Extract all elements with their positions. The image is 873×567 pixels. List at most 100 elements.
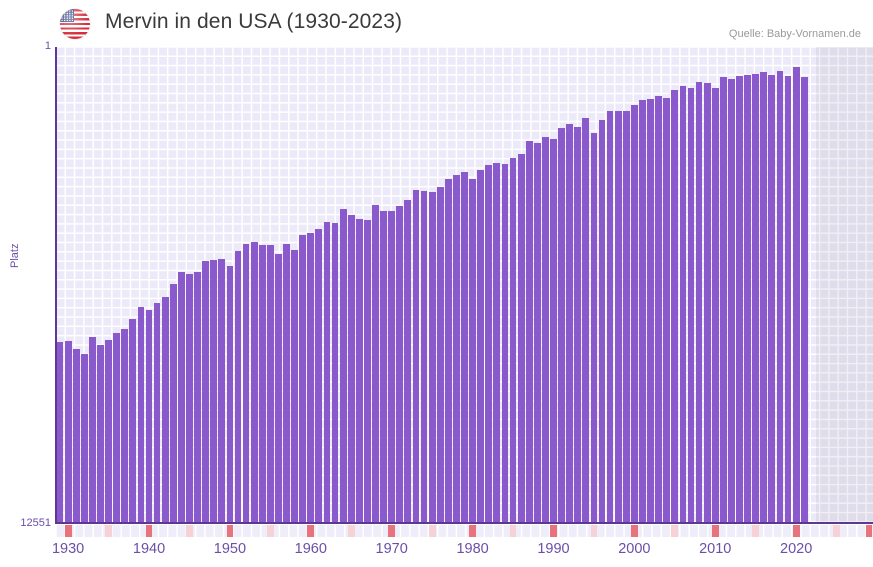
- bar: [129, 318, 137, 523]
- bar: [760, 72, 768, 523]
- x-axis-tick-label: 1990: [537, 541, 570, 557]
- bar: [194, 271, 201, 523]
- x-axis-tick-mark: [226, 525, 234, 537]
- bar: [153, 303, 161, 523]
- bar: [404, 199, 412, 523]
- bar: [800, 76, 808, 523]
- bar: [444, 179, 452, 523]
- bar: [258, 244, 266, 523]
- bar: [477, 169, 485, 523]
- bar: [56, 342, 64, 523]
- bar: [703, 83, 711, 523]
- x-axis-tick-mark: [307, 525, 315, 537]
- bar: [622, 111, 630, 523]
- page-title: Mervin in den USA (1930-2023): [105, 10, 403, 33]
- bar: [461, 171, 468, 523]
- x-axis-tick-mark: [266, 525, 274, 537]
- bar: [331, 223, 339, 523]
- bar: [145, 310, 153, 523]
- bar: [218, 259, 226, 523]
- x-axis-tick-mark: [388, 525, 396, 537]
- bar: [428, 192, 436, 523]
- bar: [202, 260, 210, 523]
- bar: [388, 211, 396, 523]
- bar: [606, 111, 614, 523]
- y-axis-tick-bottom: 12551: [20, 517, 51, 529]
- bar: [169, 284, 177, 523]
- bar: [711, 87, 719, 523]
- x-axis-tick-mark: [145, 525, 153, 537]
- bar: [339, 208, 347, 523]
- bar: [525, 141, 533, 523]
- bar: [614, 110, 622, 523]
- chart-plot-area: [56, 47, 873, 523]
- bar: [420, 190, 428, 523]
- bar: [736, 76, 743, 523]
- bar: [501, 164, 509, 523]
- bar: [485, 165, 493, 523]
- bar: [412, 190, 420, 523]
- bar: [299, 234, 307, 523]
- bar: [784, 75, 792, 523]
- bar: [647, 98, 654, 523]
- bar: [728, 79, 735, 523]
- bar: [323, 221, 331, 523]
- bar: [752, 74, 760, 523]
- x-axis-tick-label: 1970: [375, 541, 408, 557]
- x-axis-tick-label: 1930: [51, 541, 85, 557]
- bar: [347, 215, 355, 523]
- x-axis-tick-mark: [630, 525, 638, 537]
- bar: [396, 206, 404, 523]
- bar: [719, 77, 727, 523]
- bar: [64, 340, 72, 523]
- us-flag-icon: [60, 9, 90, 39]
- bar: [210, 260, 218, 523]
- bar: [250, 242, 258, 523]
- x-axis-tick-label: 1960: [294, 541, 327, 557]
- x-axis-tick-label: 2010: [699, 541, 732, 557]
- bar: [307, 232, 315, 523]
- bar: [72, 348, 80, 523]
- bar: [541, 136, 549, 523]
- flag-canton: [60, 9, 74, 22]
- bar: [113, 333, 121, 523]
- bar: [566, 124, 574, 523]
- chart-header: Mervin in den USA (1930-2023) Quelle: Ba…: [0, 0, 873, 47]
- y-axis-title: Platz: [9, 243, 21, 268]
- x-axis-tick-label: 2020: [780, 541, 813, 557]
- bar: [558, 128, 565, 523]
- bar: [291, 249, 298, 523]
- bar: [89, 337, 96, 523]
- bar: [509, 157, 517, 523]
- x-axis-tick-mark: [64, 525, 72, 537]
- x-axis-tick-mark: [428, 525, 436, 537]
- bar: [364, 219, 371, 523]
- x-axis-tick-mark: [671, 525, 679, 537]
- bar: [121, 328, 129, 523]
- x-axis-tick-mark: [550, 525, 557, 537]
- x-axis-tick-mark: [105, 525, 112, 537]
- bar: [695, 81, 703, 523]
- x-axis-line: [55, 522, 873, 524]
- bar: [776, 71, 784, 523]
- x-axis-tick-label: 1940: [132, 541, 166, 557]
- bar: [639, 99, 646, 523]
- bar: [533, 143, 541, 523]
- bar: [792, 67, 800, 523]
- bar: [177, 271, 185, 523]
- x-axis-tick-mark: [792, 525, 800, 537]
- bar: [380, 210, 387, 523]
- bar: [630, 105, 638, 523]
- bar: [687, 88, 695, 523]
- bar: [517, 153, 525, 523]
- x-axis-tick-band: [56, 525, 873, 537]
- bar: [234, 250, 242, 523]
- bar: [768, 74, 776, 523]
- x-axis-tick-mark: [833, 525, 840, 537]
- bar: [226, 265, 234, 523]
- bar: [372, 205, 379, 523]
- future-shaded-region: [816, 47, 873, 523]
- bar: [493, 163, 501, 523]
- bar: [283, 243, 290, 523]
- bar: [590, 132, 598, 523]
